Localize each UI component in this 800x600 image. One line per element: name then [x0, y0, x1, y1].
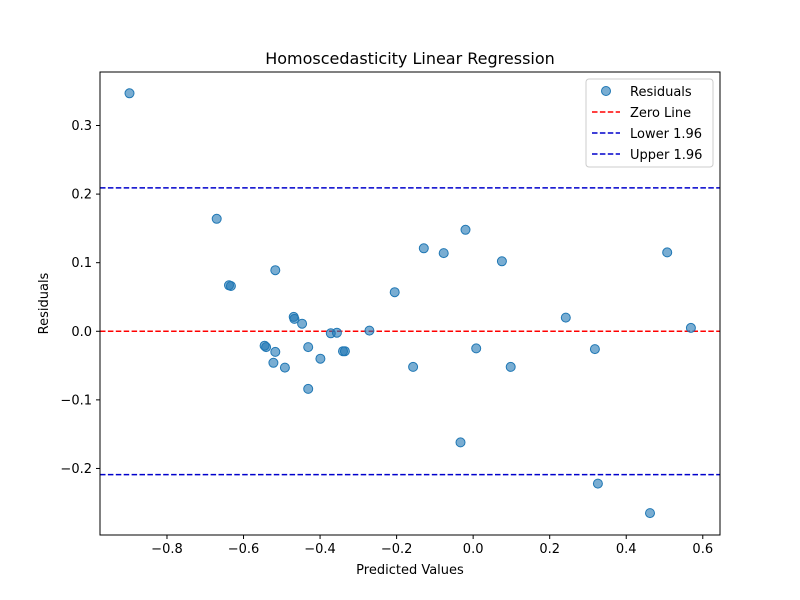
data-point: [662, 247, 673, 258]
data-point: [331, 327, 342, 338]
data-point: [438, 248, 449, 259]
data-point: [211, 213, 222, 224]
x-tick-label: −0.2: [381, 542, 413, 557]
data-point: [496, 256, 507, 267]
data-point: [471, 343, 482, 354]
reference-lines: [100, 187, 720, 476]
data-point: [303, 342, 314, 353]
data-point: [124, 88, 135, 99]
legend-box: [585, 78, 714, 168]
legend-label-upper: Upper 1.96: [630, 148, 702, 163]
data-point: [589, 344, 600, 355]
legend-label-lower: Lower 1.96: [630, 127, 702, 142]
x-tick-label: −0.6: [228, 542, 260, 557]
data-point: [460, 224, 471, 235]
data-point: [270, 346, 281, 357]
data-point: [315, 353, 326, 364]
data-point: [418, 243, 429, 254]
data-points: [124, 88, 696, 519]
y-tick-label: −0.2: [60, 462, 92, 477]
chart-title: Homoscedasticity Linear Regression: [265, 49, 555, 68]
data-point: [268, 357, 279, 368]
x-tick-label: 0.0: [463, 542, 484, 557]
legend-marker-residuals: [601, 86, 611, 96]
x-tick-label: 0.4: [616, 542, 637, 557]
data-point: [289, 313, 300, 324]
data-point: [225, 281, 236, 291]
data-point: [592, 478, 603, 489]
legend-label-residuals: Residuals: [630, 85, 692, 100]
data-point: [408, 361, 419, 372]
data-point: [279, 362, 290, 373]
y-axis-label: Residuals: [37, 272, 52, 334]
y-tick-label: −0.1: [60, 393, 92, 408]
y-tick-label: 0.0: [71, 325, 92, 340]
x-axis: −0.8 −0.6 −0.4 −0.2 0.0 0.2 0.4 0.6: [151, 535, 713, 557]
x-tick-label: −0.8: [151, 542, 183, 557]
data-point: [270, 265, 281, 276]
data-point: [297, 318, 308, 329]
y-tick-label: 0.3: [71, 119, 92, 134]
data-point: [389, 287, 400, 298]
data-point: [560, 312, 571, 323]
data-point: [303, 383, 314, 394]
data-point: [364, 325, 375, 336]
y-tick-label: 0.2: [71, 188, 92, 203]
x-tick-label: 0.6: [692, 542, 713, 557]
data-point: [455, 437, 466, 448]
plot-frame: [99, 71, 721, 536]
x-tick-label: −0.4: [304, 542, 336, 557]
x-axis-label: Predicted Values: [356, 563, 464, 578]
data-point: [645, 508, 655, 519]
x-tick-label: 0.2: [539, 542, 560, 557]
data-point: [685, 322, 696, 333]
y-tick-label: 0.1: [71, 256, 92, 271]
data-point: [339, 346, 350, 357]
legend-label-zero-line: Zero Line: [630, 106, 691, 121]
legend: Residuals Zero Line Lower 1.96 Upper 1.9…: [585, 78, 714, 168]
data-point: [505, 361, 516, 372]
data-point: [261, 342, 272, 353]
y-axis: −0.2 −0.1 0.0 0.1 0.2 0.3: [60, 119, 100, 477]
